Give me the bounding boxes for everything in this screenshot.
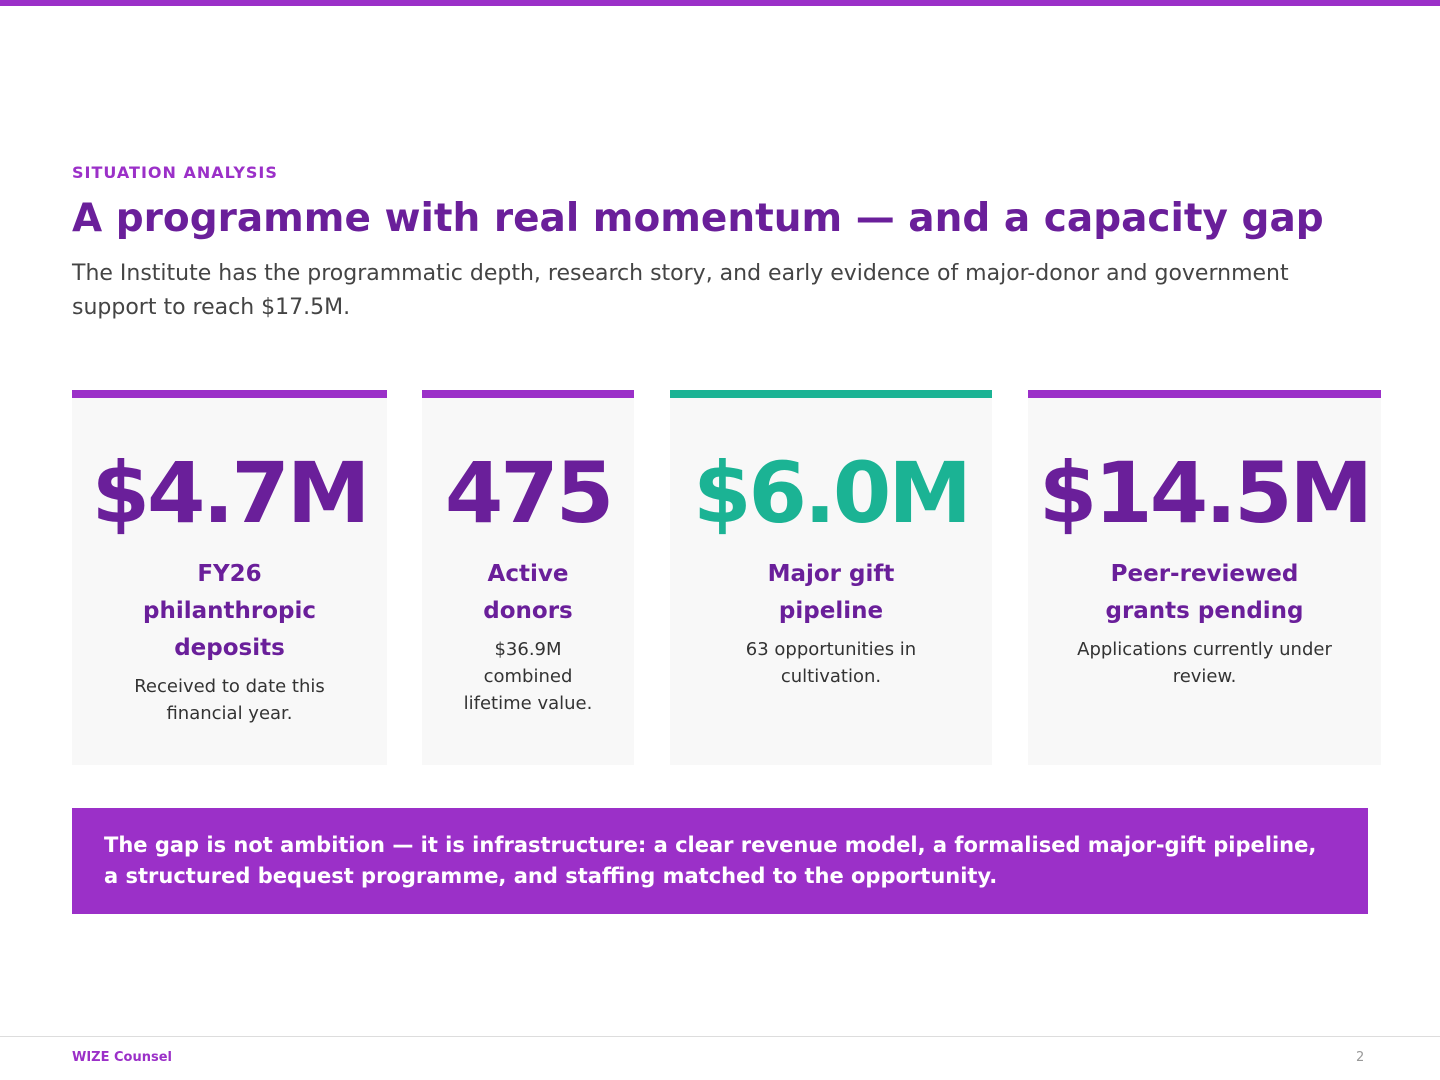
stat-note: $36.9M combined lifetime value. (463, 639, 593, 714)
brand: WIZE Counsel (72, 1050, 173, 1065)
stat-value: 475 (444, 444, 614, 542)
stat-label: Major gift pipeline (767, 561, 895, 624)
stat-label: Peer-reviewed grants pending (1105, 561, 1304, 624)
stat-value: $4.7M (91, 444, 371, 542)
stat-value: $6.0M (693, 444, 972, 542)
stat-card: $6.0M Major gift pipeline 63 opportunities… (670, 390, 992, 765)
stat-note: Applications currently under review. (1077, 639, 1332, 687)
stat-card: $14.5M Peer-reviewed grants pending Applic… (1028, 390, 1381, 765)
page-number: 2 (1356, 1050, 1365, 1065)
stat-note: 63 opportunities in cultivation. (745, 639, 917, 687)
top-bar (0, 0, 1440, 6)
stat-card: 475 Active donors $36.9M combined lifetime… (422, 390, 634, 765)
callout: The gap is not ambition — it is infrastr… (72, 808, 1368, 914)
stat-note: Received to date this financial year. (134, 676, 325, 724)
footer-rule (0, 1036, 1440, 1037)
stat-label: Active donors (483, 561, 573, 624)
stat-label: FY26 philanthropic deposits (143, 561, 316, 661)
title: A programme with real momentum — and a c… (72, 196, 1324, 241)
stat-card: $4.7M FY26 philanthropic deposits Received… (72, 390, 387, 765)
eyebrow: SITUATION ANALYSIS (72, 163, 278, 182)
stat-value: $14.5M (1038, 444, 1373, 542)
subtitle: The Institute has the programmatic depth… (72, 261, 1289, 320)
